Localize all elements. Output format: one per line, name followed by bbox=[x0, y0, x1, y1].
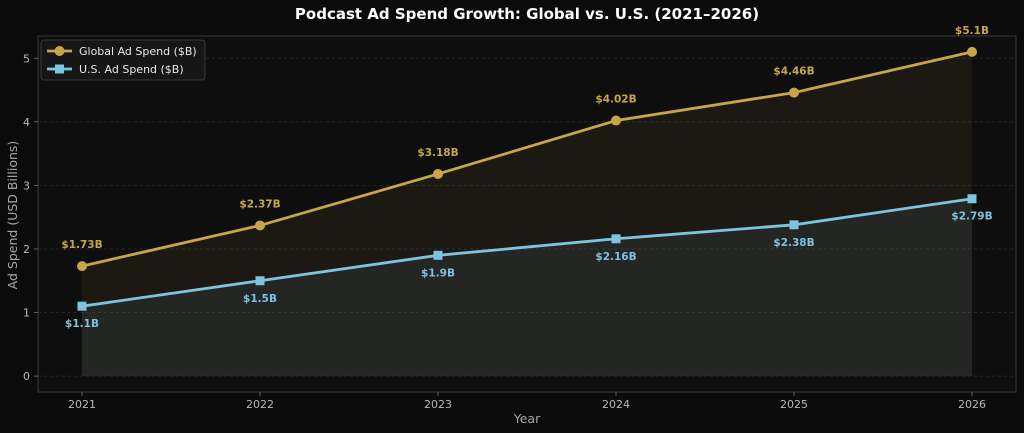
global-ad-spend-b-area bbox=[82, 51, 972, 377]
u-s-ad-spend-b-point bbox=[611, 234, 621, 244]
x-axis-ticks: 2021 2022 2023 2024 2025 2026 bbox=[68, 392, 986, 411]
plot-area bbox=[37, 35, 1017, 393]
series-markers bbox=[77, 46, 977, 311]
u-s-ad-spend-b-data-label: $2.79B bbox=[951, 211, 992, 223]
x-tick-label: 2026 bbox=[958, 398, 986, 411]
series-lines bbox=[80, 50, 974, 308]
u-s-ad-spend-b-data-label: $2.16B bbox=[595, 251, 636, 263]
x-axis-label: Year bbox=[513, 411, 541, 426]
u-s-ad-spend-b-point bbox=[255, 276, 265, 286]
u-s-ad-spend-b-area bbox=[82, 198, 972, 377]
area-fills bbox=[82, 51, 972, 377]
u-s-ad-spend-b-data-label: $1.9B bbox=[421, 267, 455, 279]
u-s-ad-spend-b-point bbox=[77, 301, 87, 311]
global-ad-spend-b-point bbox=[77, 261, 87, 272]
legend-label-global-ad-spend-b: Global Ad Spend ($B) bbox=[79, 45, 197, 58]
global-ad-spend-b-data-label: $4.46B bbox=[773, 66, 814, 78]
u-s-ad-spend-b-point bbox=[789, 220, 799, 230]
x-tick-label: 2024 bbox=[602, 398, 630, 411]
legend-box bbox=[40, 39, 206, 81]
legend-marker-global-ad-spend-b bbox=[54, 46, 65, 56]
legend: Global Ad Spend ($B) U.S. Ad Spend ($B) bbox=[40, 39, 206, 81]
legend-marker-u-s-ad-spend-b bbox=[55, 64, 64, 74]
u-s-ad-spend-b-point bbox=[967, 194, 977, 204]
x-tick-label: 2022 bbox=[246, 398, 274, 411]
x-tick-label: 2023 bbox=[424, 398, 452, 411]
global-ad-spend-b-data-label: $5.1B bbox=[955, 25, 989, 37]
u-s-ad-spend-b-line bbox=[80, 197, 974, 308]
y-tick-label: 1 bbox=[23, 307, 30, 320]
global-ad-spend-b-data-label: $4.02B bbox=[595, 94, 636, 106]
x-tick-label: 2025 bbox=[780, 398, 808, 411]
global-ad-spend-b-data-label: $1.73B bbox=[61, 239, 102, 251]
global-ad-spend-b-point bbox=[433, 168, 443, 179]
y-tick-label: 0 bbox=[23, 370, 30, 383]
global-ad-spend-b-data-label: $2.37B bbox=[239, 198, 280, 210]
global-ad-spend-b-point bbox=[255, 220, 265, 231]
u-s-ad-spend-b-point bbox=[433, 250, 443, 260]
y-axis-ticks: 0 1 2 3 4 5 bbox=[23, 52, 38, 383]
data-labels: $1.73B $2.37B $3.18B $4.02B $4.46B $5.1B $1.1B… bbox=[61, 25, 992, 330]
legend-label-u-s-ad-spend-b: U.S. Ad Spend ($B) bbox=[79, 63, 184, 76]
y-tick-label: 3 bbox=[23, 179, 30, 192]
u-s-ad-spend-b-data-label: $1.1B bbox=[65, 318, 99, 330]
global-ad-spend-b-point bbox=[967, 46, 977, 57]
global-ad-spend-b-data-label: $3.18B bbox=[417, 147, 458, 159]
x-tick-label: 2021 bbox=[68, 398, 96, 411]
y-axis-label: Ad Spend (USD Billions) bbox=[5, 141, 20, 290]
u-s-ad-spend-b-data-label: $2.38B bbox=[773, 237, 814, 249]
y-tick-label: 2 bbox=[23, 243, 30, 256]
chart-title: Podcast Ad Spend Growth: Global vs. U.S.… bbox=[295, 5, 759, 23]
y-tick-label: 5 bbox=[23, 52, 30, 65]
y-tick-label: 4 bbox=[23, 116, 30, 129]
global-ad-spend-b-point bbox=[789, 87, 799, 98]
global-ad-spend-b-line bbox=[80, 50, 974, 268]
u-s-ad-spend-b-data-label: $1.5B bbox=[243, 293, 277, 305]
global-ad-spend-b-point bbox=[611, 115, 621, 126]
